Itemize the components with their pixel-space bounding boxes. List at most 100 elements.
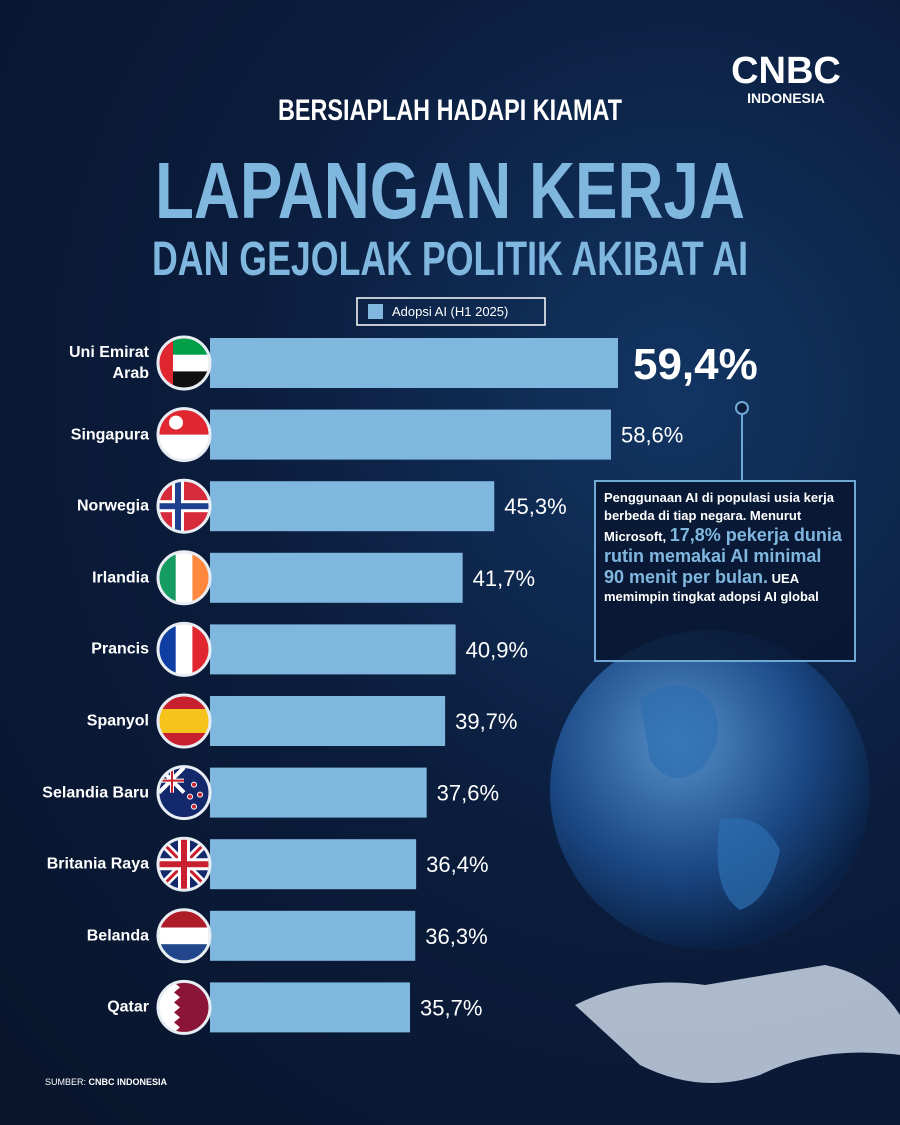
flag — [156, 836, 212, 892]
flag-part — [191, 781, 197, 788]
chart-title: LAPANGAN KERJA — [155, 146, 745, 235]
value-label: 35,7% — [420, 995, 482, 1020]
flag-ring — [156, 478, 212, 534]
annotation-text: UEA memimpin tingkat adopsi AI global — [604, 571, 819, 604]
annotation-highlight: 17,8% pekerja dunia rutin memakai AI min… — [604, 525, 842, 587]
flag-ring — [156, 621, 212, 677]
flag-part — [175, 481, 181, 532]
flag — [156, 407, 212, 463]
robot-hand — [575, 965, 900, 1083]
category-label: Singapura — [70, 426, 149, 444]
value-label: 59,4% — [633, 340, 758, 389]
flag — [156, 979, 212, 1035]
bar — [210, 481, 495, 532]
value-label: 58,6% — [621, 423, 683, 448]
flag-clip — [159, 624, 209, 675]
flag-part — [187, 793, 193, 800]
flag-part — [159, 434, 209, 460]
logo: CNBC — [731, 50, 841, 92]
flag — [156, 335, 212, 391]
flag-clip — [159, 910, 209, 961]
bar — [210, 552, 463, 603]
category-label: Irlandia — [92, 569, 149, 587]
annotation: Penggunaan AI di populasi usia kerja ber… — [594, 480, 856, 662]
flag — [156, 765, 212, 821]
category-label: Prancis — [91, 640, 149, 658]
flag-part — [159, 552, 176, 603]
flag-clip — [159, 409, 209, 460]
bar — [210, 839, 417, 890]
source-name: CNBC INDONESIA — [88, 1077, 168, 1087]
legend-label: Adopsi AI (H1 2025) — [392, 304, 508, 319]
bar — [210, 696, 446, 746]
category-label: Qatar — [107, 998, 149, 1016]
value-label: 36,3% — [425, 924, 487, 949]
value-label: 40,9% — [466, 637, 528, 662]
bar — [210, 338, 618, 388]
flag-ring — [156, 693, 212, 749]
kicker: BERSIAPLAH HADAPI KIAMAT — [278, 94, 622, 127]
flag-part — [159, 767, 184, 793]
flag — [156, 478, 212, 534]
flag-part — [159, 910, 209, 928]
value-label: 37,6% — [437, 781, 499, 806]
flag-ring — [156, 979, 212, 1035]
logo-sub: INDONESIA — [747, 90, 825, 106]
source-label: SUMBER: — [45, 1077, 87, 1087]
flag-clip — [159, 767, 209, 818]
category-label: Spanyol — [86, 712, 149, 730]
flag-part — [159, 982, 180, 1033]
flag-clip — [159, 481, 209, 532]
value-label: 36,4% — [426, 852, 488, 877]
flag-part — [159, 944, 209, 961]
category-label: Britania Raya — [46, 855, 149, 873]
flag-part — [159, 839, 209, 890]
legend-box — [356, 297, 546, 326]
flag-part — [159, 709, 209, 733]
flag-ring — [156, 407, 212, 463]
flag-ring — [156, 908, 212, 964]
value-label: 45,3% — [504, 494, 566, 519]
bar — [210, 409, 611, 460]
flag — [156, 693, 212, 749]
flag-clip — [159, 696, 209, 746]
flag — [156, 550, 212, 606]
flag-part — [175, 552, 193, 603]
flag-part — [159, 624, 176, 675]
category-label: Norwegia — [76, 497, 149, 515]
legend-swatch — [368, 304, 383, 319]
bar — [210, 624, 456, 675]
flag-ring — [156, 836, 212, 892]
value-label: 39,7% — [455, 709, 517, 734]
flag-part — [159, 409, 209, 435]
category-label: Uni Emirat Arab — [68, 344, 149, 382]
bar — [210, 767, 427, 818]
flag-part — [159, 503, 209, 510]
flag-part — [169, 415, 183, 430]
bar — [210, 910, 416, 961]
flag-part — [159, 927, 209, 945]
flag-clip — [159, 552, 209, 603]
flag-part — [192, 552, 209, 603]
connector-dot — [735, 401, 749, 415]
flag-clip — [159, 839, 209, 890]
flag — [156, 908, 212, 964]
flag-ring — [156, 335, 212, 391]
chart-subtitle: DAN GEJOLAK POLITIK AKIBAT AI — [152, 233, 748, 286]
globe — [550, 630, 870, 950]
flag-part — [192, 624, 209, 675]
flag-clip — [159, 982, 209, 1033]
flag-ring — [156, 550, 212, 606]
flag — [156, 621, 212, 677]
value-label: 41,7% — [473, 566, 535, 591]
flag-part — [175, 624, 193, 675]
category-label: Belanda — [86, 927, 149, 945]
flag-ring — [156, 765, 212, 821]
annotation-text: Penggunaan AI di populasi usia kerja ber… — [604, 490, 834, 544]
flag-part — [191, 803, 197, 810]
category-label: Selandia Baru — [42, 784, 149, 802]
continents — [640, 685, 780, 910]
flag-part — [197, 791, 203, 798]
